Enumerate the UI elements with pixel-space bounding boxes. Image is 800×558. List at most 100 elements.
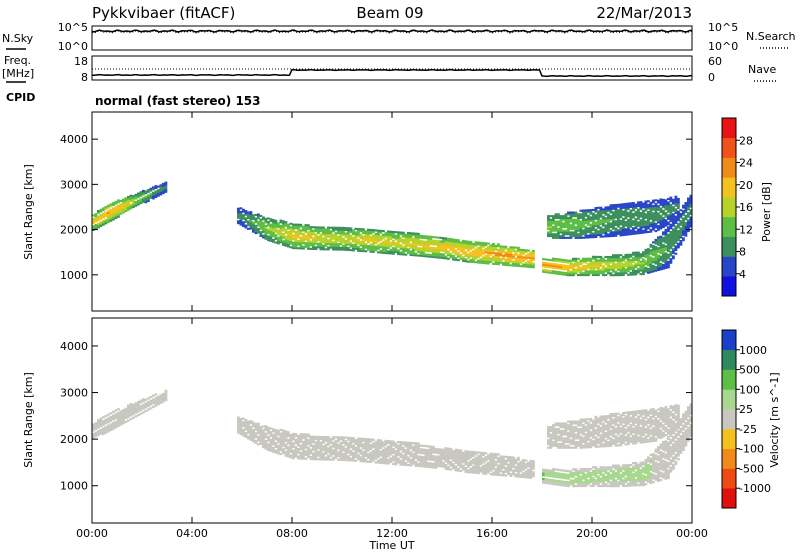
heatmap-cell xyxy=(325,449,328,451)
heatmap-cell xyxy=(420,242,423,244)
heatmap-cell xyxy=(127,406,130,408)
heatmap-cell xyxy=(502,262,505,264)
heatmap-cell xyxy=(295,446,298,448)
heatmap-cell xyxy=(547,264,550,266)
heatmap-cell xyxy=(340,453,343,455)
heatmap-cell xyxy=(665,476,668,478)
heatmap-cell xyxy=(642,259,645,261)
heatmap-cell xyxy=(470,252,473,254)
heatmap-cell xyxy=(580,213,583,215)
heatmap-cell xyxy=(565,233,568,235)
heatmap-cell xyxy=(415,254,418,256)
heatmap-cell xyxy=(667,198,670,200)
heatmap-cell xyxy=(402,252,405,254)
heatmap-cell xyxy=(130,413,133,415)
heatmap-cell xyxy=(155,397,158,399)
heatmap-cell xyxy=(572,271,575,273)
heatmap-cell xyxy=(470,255,473,257)
heatmap-cell xyxy=(272,449,275,451)
heatmap-cell xyxy=(645,267,648,269)
heatmap-cell xyxy=(475,254,478,256)
heatmap-cell xyxy=(625,263,628,265)
heatmap-cell xyxy=(112,217,115,219)
heatmap-cell xyxy=(610,219,613,221)
heatmap-cell xyxy=(640,473,643,475)
heatmap-cell xyxy=(105,208,108,210)
heatmap-cell xyxy=(555,228,558,230)
heatmap-cell xyxy=(280,453,283,455)
heatmap-cell xyxy=(652,464,655,466)
heatmap-cell xyxy=(337,230,340,232)
heatmap-cell xyxy=(527,462,530,464)
heatmap-cell xyxy=(555,224,558,226)
heatmap-cell xyxy=(387,236,390,238)
heatmap-cell xyxy=(320,447,323,449)
heatmap-cell xyxy=(277,226,280,228)
heatmap-cell xyxy=(397,448,400,450)
heatmap-cell xyxy=(552,233,555,235)
heatmap-cell xyxy=(637,203,640,205)
heatmap-cell xyxy=(630,206,633,208)
heatmap-cell xyxy=(370,440,373,442)
heatmap-cell xyxy=(670,459,673,461)
heatmap-cell xyxy=(652,261,655,263)
heatmap-cell xyxy=(497,258,500,260)
heatmap-cell xyxy=(110,416,113,418)
heatmap-cell xyxy=(287,238,290,240)
heatmap-cell xyxy=(597,261,600,263)
heatmap-cell xyxy=(512,261,515,263)
heatmap-cell xyxy=(430,453,433,455)
heatmap-cell xyxy=(570,228,573,230)
heatmap-cell xyxy=(95,432,98,434)
heatmap-cell xyxy=(662,452,665,454)
heatmap-cell xyxy=(410,238,413,240)
heatmap-cell xyxy=(265,230,268,232)
heatmap-cell xyxy=(490,257,493,259)
heatmap-cell xyxy=(562,230,565,232)
heatmap-cell xyxy=(630,259,633,261)
heatmap-cell xyxy=(387,247,390,249)
heatmap-cell xyxy=(492,462,495,464)
heatmap-cell xyxy=(322,455,325,457)
heatmap-cell xyxy=(627,261,630,263)
heatmap-cell xyxy=(567,274,570,276)
heatmap-cell xyxy=(337,236,340,238)
heatmap-cell xyxy=(605,208,608,210)
heatmap-cell xyxy=(157,195,160,197)
heatmap-cell xyxy=(625,477,628,479)
heatmap-cell xyxy=(332,449,335,451)
heatmap-cell xyxy=(587,483,590,485)
heatmap-cell xyxy=(272,241,275,243)
heatmap-cell xyxy=(322,230,325,232)
heatmap-cell xyxy=(597,232,600,234)
heatmap-cell xyxy=(452,258,455,260)
heatmap-cell xyxy=(667,263,670,265)
heatmap-cell xyxy=(407,238,410,240)
heatmap-cell xyxy=(562,217,565,219)
heatmap-cell xyxy=(347,437,350,439)
heatmap-cell xyxy=(422,250,425,252)
heatmap-cell xyxy=(477,452,480,454)
heatmap-cell xyxy=(305,231,308,233)
heatmap-cell xyxy=(327,239,330,241)
heatmap-cell xyxy=(417,236,420,238)
heatmap-cell xyxy=(525,465,528,467)
heatmap-cell xyxy=(572,212,575,214)
heatmap-cell xyxy=(310,230,313,232)
heatmap-cell xyxy=(427,243,430,245)
heatmap-cell xyxy=(402,248,405,250)
heatmap-cell xyxy=(410,444,413,446)
heatmap-cell xyxy=(330,447,333,449)
heatmap-cell xyxy=(520,468,523,470)
heatmap-cell xyxy=(660,220,663,222)
heatmap-cell xyxy=(670,231,673,233)
heatmap-cell xyxy=(515,473,518,475)
heatmap-cell xyxy=(280,220,283,222)
heatmap-cell xyxy=(682,234,685,236)
heatmap-cell xyxy=(437,257,440,259)
heatmap-cell xyxy=(107,216,110,218)
heatmap-cell xyxy=(627,208,630,210)
heatmap-cell xyxy=(455,244,458,246)
heatmap-cell xyxy=(282,240,285,242)
heatmap-cell xyxy=(685,204,688,206)
